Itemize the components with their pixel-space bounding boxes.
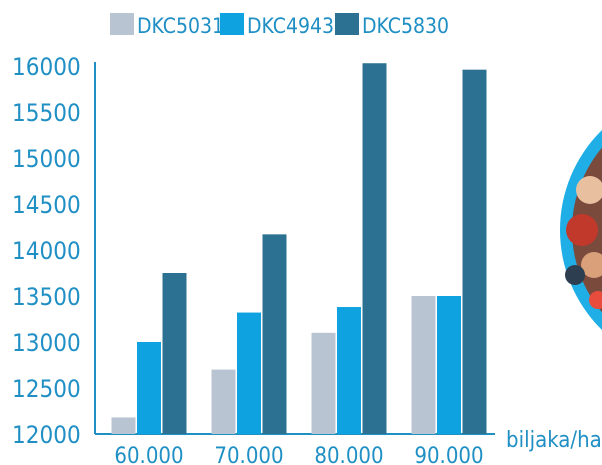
y-tick-label: 12000 (12, 421, 81, 449)
bar-dkc5830-80000 (362, 63, 387, 435)
bar-dkc4943-90000 (437, 296, 461, 434)
x-tick-label: 80.000 (314, 444, 383, 465)
legend-swatch-dkc5031 (110, 13, 134, 35)
labels: 12000 12500 13000 13500 14000 14500 15000 15500… (12, 53, 602, 465)
bar-dkc5031-80000 (311, 332, 336, 434)
legend-swatch-dkc4943 (220, 13, 244, 35)
legend-label-dkc4943: DKC4943 (247, 14, 334, 38)
x-tick-label: 60.000 (114, 444, 183, 465)
y-tick-label: 14500 (12, 191, 81, 219)
bar-dkc4943-80000 (337, 307, 361, 434)
legend: DKC5031 DKC4943 DKC5830 (110, 13, 449, 38)
legend-label-dkc5830: DKC5830 (362, 14, 449, 38)
decorative-photo (560, 130, 602, 330)
bar-dkc5031-70000 (211, 369, 236, 434)
y-tick-label: 16000 (12, 53, 81, 81)
y-tick-label: 14000 (12, 237, 81, 265)
y-tick-label: 12500 (12, 375, 81, 403)
bar-dkc4943-60000 (137, 342, 161, 434)
bar-dkc4943-70000 (237, 312, 261, 434)
y-tick-label: 13000 (12, 329, 81, 357)
x-tick-label: 90.000 (414, 444, 483, 465)
bar-dkc5830-90000 (462, 69, 487, 435)
legend-swatch-dkc5830 (335, 13, 359, 35)
y-tick-label: 13500 (12, 283, 81, 311)
bar-dkc5830-70000 (262, 234, 287, 434)
bar-dkc5031-90000 (411, 296, 436, 434)
bar-dkc5830-60000 (162, 273, 187, 434)
y-tick-label: 15500 (12, 99, 81, 127)
x-unit-label: biljaka/ha (506, 428, 602, 453)
bar-dkc5031-60000 (111, 417, 136, 434)
x-tick-label: 70.000 (214, 444, 283, 465)
y-tick-label: 15000 (12, 145, 81, 173)
legend-label-dkc5031: DKC5031 (137, 14, 224, 38)
bars (111, 63, 487, 435)
